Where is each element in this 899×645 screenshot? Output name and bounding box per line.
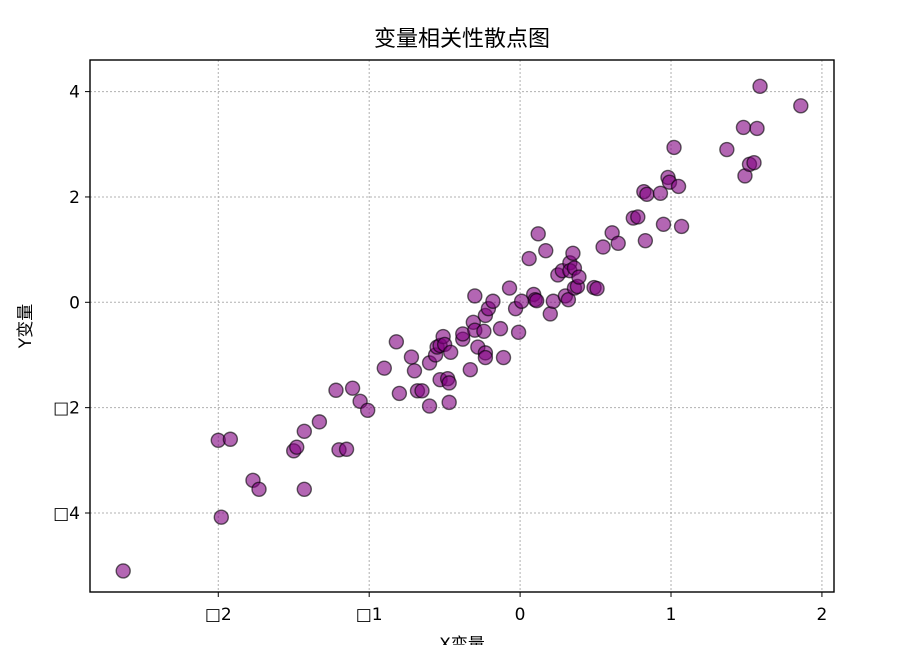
data-point [441,394,457,411]
data-point [735,119,752,136]
data-point [485,293,501,309]
data-point [421,398,438,414]
y-tick-label: □2 [53,399,80,419]
data-point [213,509,229,525]
data-point [441,375,457,391]
data-point [670,178,687,195]
data-point [655,216,672,233]
x-tick-label: □1 [356,605,383,625]
data-point [719,141,735,158]
data-point [289,439,305,455]
data-point [338,441,355,457]
y-axis-label: Y变量 [16,304,36,349]
data-point [530,226,546,242]
y-tick-label: 2 [69,188,80,208]
data-point [476,323,492,339]
data-points [115,78,809,579]
data-point [637,232,654,249]
x-tick-label: 2 [817,605,828,625]
data-point [442,344,459,361]
data-point [296,423,312,440]
data-point [495,349,512,366]
data-point [510,324,527,341]
data-point [595,239,611,255]
data-point [521,250,537,267]
data-point [610,235,626,252]
data-point [328,382,344,398]
data-point [749,120,765,137]
data-point [752,78,768,95]
data-point [542,306,558,322]
data-point [467,288,483,304]
data-point [251,481,267,497]
data-point [388,334,405,350]
data-point [501,280,518,296]
x-tick-label: □2 [205,605,232,625]
x-tick-label: 1 [666,605,677,625]
data-point [403,349,420,365]
plot-frame [89,59,835,593]
data-point [406,363,423,379]
data-point [565,245,581,262]
data-point [652,185,669,201]
chart-title: 变量相关性散点图 [374,27,550,52]
data-point [344,380,361,396]
grid [90,60,834,592]
x-axis-label: X变量 [439,635,485,645]
data-point [414,383,430,399]
y-tick-label: □4 [53,504,80,524]
data-point [359,402,376,418]
data-point [571,269,587,285]
data-point [630,209,646,225]
axis-ticks: □2 □1 0 1 2 4 2 0 □2 □4 [53,83,827,625]
data-point [462,362,479,378]
data-point [296,481,312,497]
data-point [222,431,239,447]
data-point [391,385,408,402]
data-point [639,186,655,203]
data-point [311,414,328,430]
data-point [746,155,762,171]
y-tick-label: 0 [69,293,80,313]
data-point [673,218,690,235]
data-point [376,360,392,376]
y-tick-label: 4 [69,83,80,103]
data-point [538,242,554,259]
data-point [666,139,682,156]
data-point [793,98,809,114]
data-point [589,280,605,297]
x-tick-label: 0 [515,605,526,625]
data-point [115,563,131,579]
data-point [477,349,494,366]
data-point [492,320,509,337]
data-point [529,293,545,309]
